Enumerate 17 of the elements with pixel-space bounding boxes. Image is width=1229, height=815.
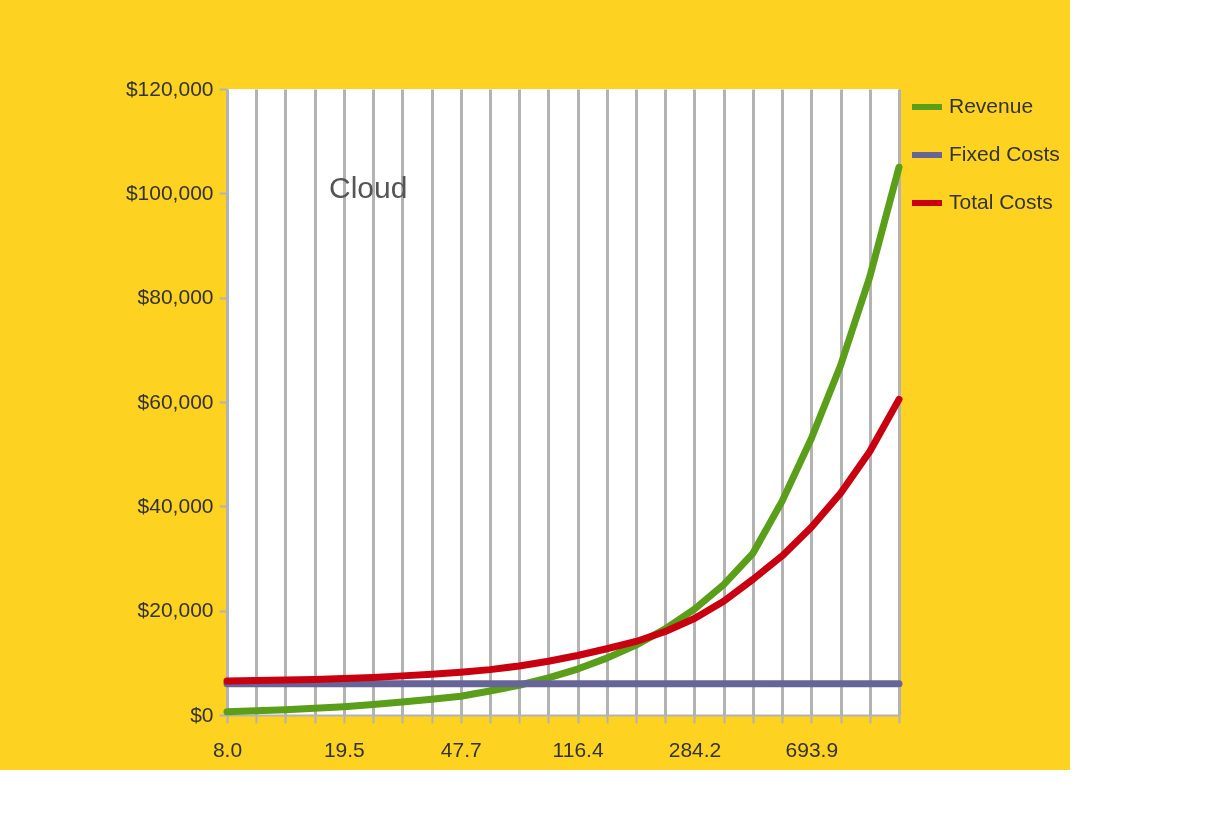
legend-label: Revenue — [949, 94, 1034, 117]
y-tick-label: $40,000 — [137, 493, 214, 517]
y-tick-label: $20,000 — [137, 598, 214, 622]
x-tick-label: 47.7 — [440, 737, 482, 761]
x-tick-label: 116.4 — [552, 737, 604, 761]
legend-label: Fixed Costs — [949, 142, 1060, 165]
legend-label: Total Costs — [949, 190, 1053, 213]
x-tick-label: 19.5 — [323, 737, 365, 761]
x-tick-label: 8.0 — [212, 737, 243, 761]
x-tick-label: 284.2 — [668, 737, 722, 761]
y-tick-label: $80,000 — [137, 285, 214, 309]
y-tick-label: $60,000 — [137, 389, 214, 413]
y-tick-label: $0 — [190, 702, 214, 726]
x-tick-label: 693.9 — [785, 737, 839, 761]
y-tick-label: $100,000 — [125, 180, 214, 204]
annotation: Cloud — [329, 171, 408, 204]
y-tick-label: $120,000 — [125, 76, 214, 100]
